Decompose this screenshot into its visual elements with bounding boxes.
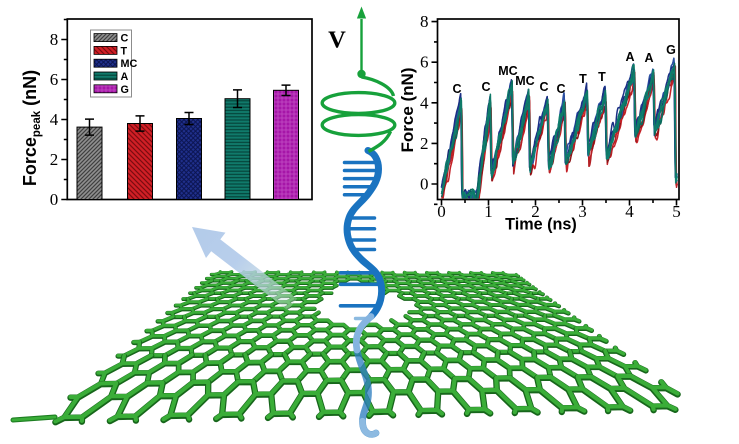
svg-text:5: 5 <box>672 202 681 221</box>
svg-text:T: T <box>598 70 606 84</box>
svg-text:0: 0 <box>50 190 59 209</box>
svg-text:G: G <box>666 43 676 57</box>
svg-text:T: T <box>121 45 128 57</box>
svg-text:2: 2 <box>531 202 540 221</box>
svg-text:2: 2 <box>420 134 429 153</box>
svg-text:C: C <box>452 82 461 96</box>
svg-text:MC: MC <box>515 74 534 88</box>
svg-text:8: 8 <box>50 30 59 49</box>
svg-text:Forcepeak (nN): Forcepeak (nN) <box>20 70 43 186</box>
svg-text:2: 2 <box>50 150 59 169</box>
svg-text:A: A <box>121 71 129 83</box>
svg-text:MC: MC <box>121 58 138 70</box>
svg-text:T: T <box>579 72 587 86</box>
svg-text:C: C <box>481 80 490 94</box>
svg-text:3: 3 <box>578 202 587 221</box>
svg-text:MC: MC <box>498 64 517 78</box>
svg-text:A: A <box>644 51 653 65</box>
svg-text:0: 0 <box>437 202 446 221</box>
svg-text:8: 8 <box>420 12 429 31</box>
svg-text:1: 1 <box>484 202 493 221</box>
svg-text:6: 6 <box>50 70 59 89</box>
svg-text:4: 4 <box>625 202 634 221</box>
svg-text:Time (ns): Time (ns) <box>505 216 577 234</box>
svg-text:C: C <box>121 33 129 45</box>
svg-text:Force (nN): Force (nN) <box>398 68 417 153</box>
svg-text:V: V <box>328 27 346 54</box>
svg-text:4: 4 <box>50 110 59 129</box>
svg-text:G: G <box>121 84 129 96</box>
svg-text:C: C <box>539 80 548 94</box>
svg-text:C: C <box>556 82 565 96</box>
svg-text:0: 0 <box>420 175 429 194</box>
svg-text:4: 4 <box>420 93 429 112</box>
svg-text:A: A <box>625 50 634 64</box>
svg-text:6: 6 <box>420 53 429 72</box>
